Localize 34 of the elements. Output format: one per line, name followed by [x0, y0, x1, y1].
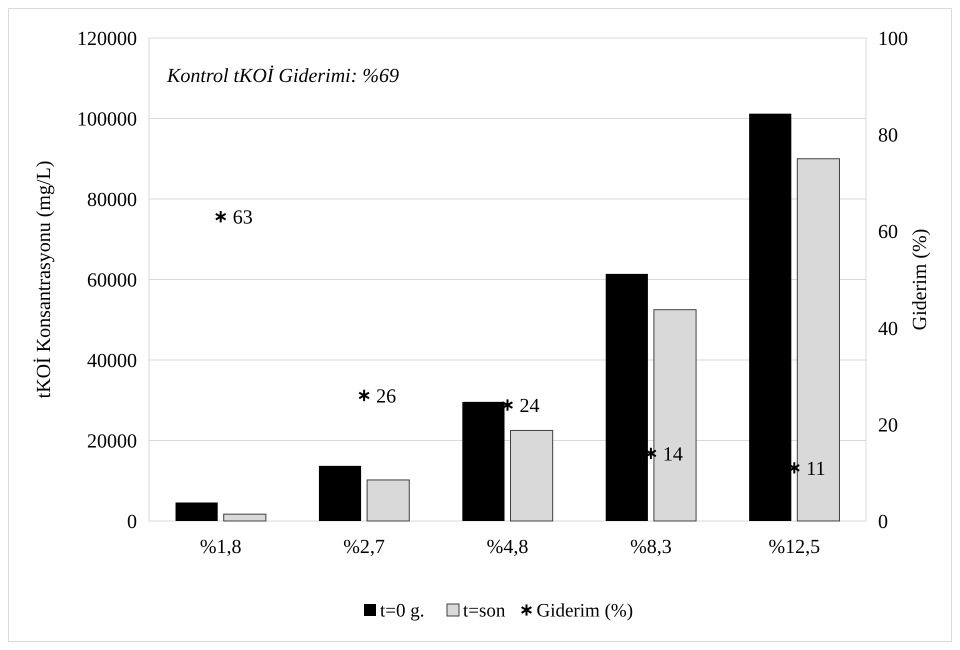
x-tick-label: %4,8 — [486, 536, 528, 558]
legend-label: Giderim (%) — [536, 600, 634, 622]
x-tick-label: %1,8 — [200, 536, 242, 558]
point — [502, 398, 514, 412]
data-label: 63 — [232, 206, 253, 229]
x-tick-label: %8,3 — [630, 536, 672, 558]
y-tick-label: 40000 — [87, 350, 137, 372]
legend-label: t=0 g. — [380, 600, 424, 622]
y-tick-label: 80000 — [87, 189, 137, 211]
x-tick-label: %2,7 — [343, 536, 385, 558]
data-label: 26 — [376, 385, 396, 408]
y2-axis-title: Giderim (%) — [909, 228, 931, 330]
y2-tick-label: 20 — [878, 414, 898, 436]
y-tick-label: 0 — [127, 511, 137, 533]
bar — [318, 466, 362, 521]
data-label: 14 — [662, 443, 683, 466]
x-tick-label: %12,5 — [768, 536, 820, 558]
data-label: 24 — [520, 395, 540, 418]
y2-tick-label: 60 — [878, 221, 898, 244]
data-label: 11 — [806, 458, 826, 480]
bar — [176, 502, 218, 521]
point — [214, 210, 227, 224]
y2-tick-label: 80 — [878, 124, 898, 147]
y2-tick-label: 40 — [878, 318, 898, 340]
y-tick-label: 120000 — [77, 28, 137, 50]
point — [358, 388, 370, 402]
y-tick-label: 60000 — [87, 270, 137, 292]
y-tick-label: 100000 — [77, 108, 137, 130]
y-axis-title: tKOİ Konsantrasyonu (mg/L) — [33, 160, 55, 398]
y2-tick-label: 100 — [878, 28, 908, 50]
y2-tick-label: 0 — [878, 511, 888, 533]
legend-label: t=son — [463, 600, 506, 622]
y-tick-label: 20000 — [87, 430, 137, 452]
annotation: Kontrol tKOİ Giderimi: %69 — [166, 65, 400, 87]
